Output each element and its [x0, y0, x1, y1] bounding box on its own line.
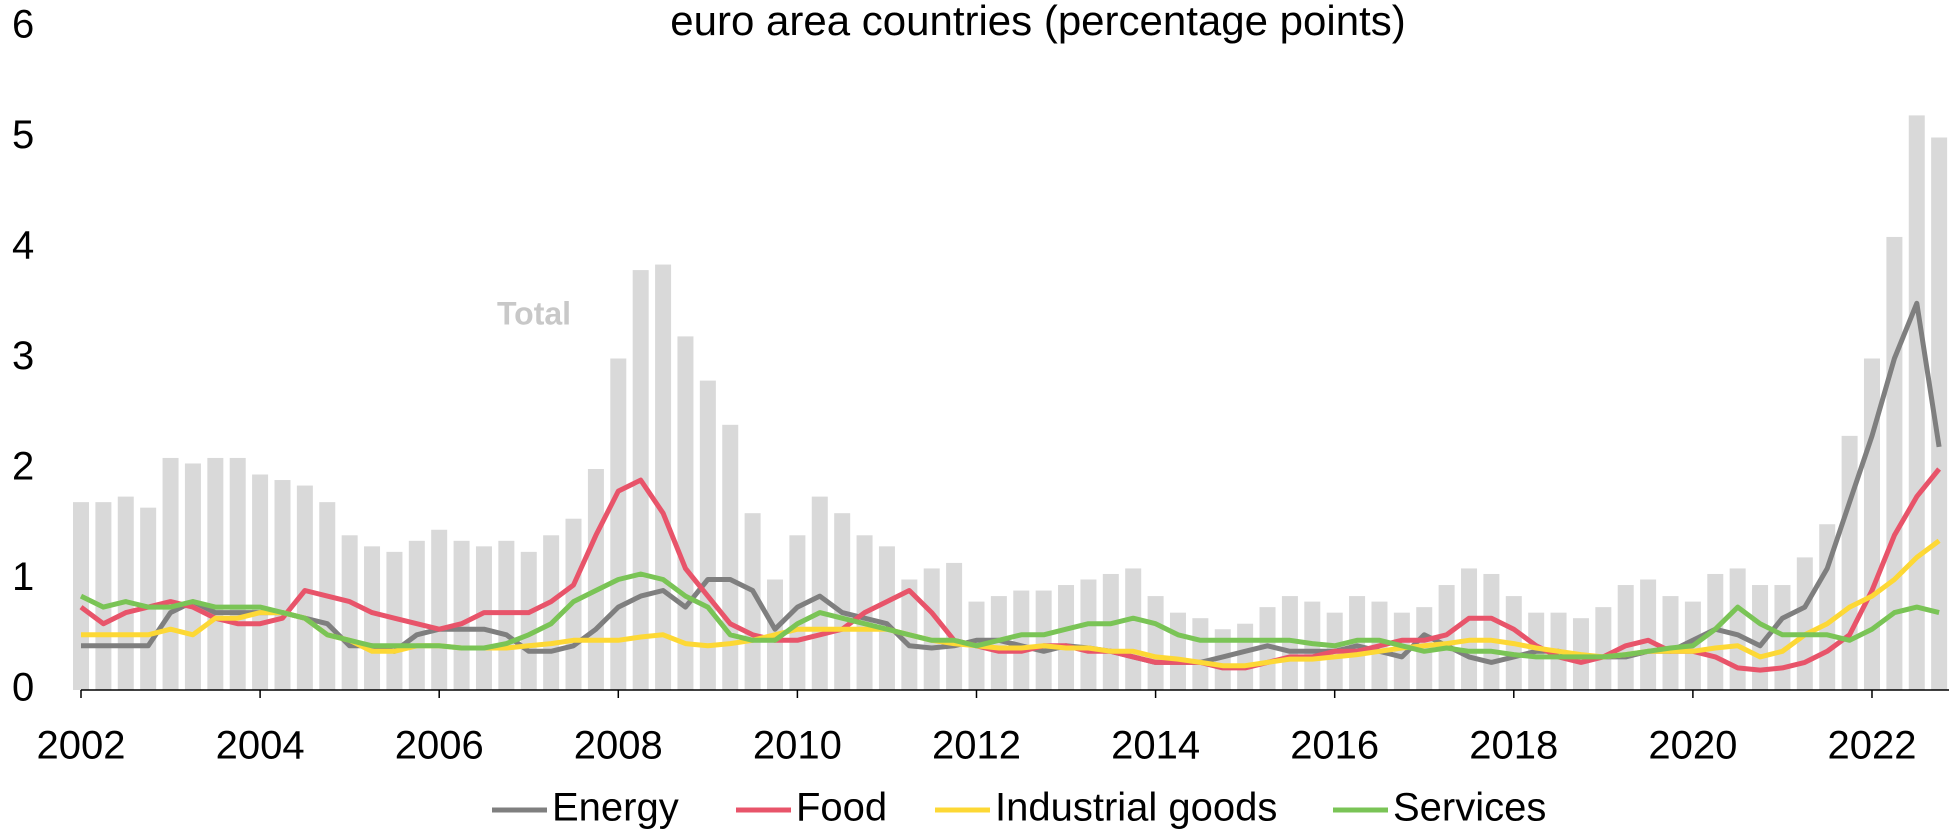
bar: [1774, 585, 1791, 690]
bar: [946, 562, 963, 690]
y-tick-label: 6: [12, 3, 34, 47]
bar: [498, 540, 515, 690]
bar: [1752, 585, 1769, 690]
bar: [252, 474, 269, 690]
bar: [655, 264, 672, 690]
bar: [1438, 585, 1455, 690]
bar: [1908, 115, 1925, 690]
bar: [1147, 596, 1164, 690]
x-tick-label: 2014: [1111, 724, 1200, 768]
series-label: Total: [497, 295, 571, 331]
bar: [475, 546, 492, 690]
legend-label: Industrial goods: [995, 786, 1277, 830]
x-tick-label: 2020: [1648, 724, 1737, 768]
bar: [1886, 236, 1903, 690]
bar: [722, 424, 739, 690]
bar: [274, 480, 291, 690]
x-tick-label: 2006: [395, 724, 484, 768]
bar: [1349, 596, 1366, 690]
y-tick-label: 3: [12, 334, 34, 378]
bar: [1662, 596, 1679, 690]
bar: [431, 529, 448, 690]
bar: [408, 540, 425, 690]
bar: [990, 596, 1007, 690]
line: [79, 571, 1940, 660]
bar: [341, 535, 358, 690]
bar: [229, 457, 246, 690]
bar: [1393, 612, 1410, 690]
bar: [1102, 573, 1119, 690]
bar: [117, 496, 134, 690]
bar: [1416, 607, 1433, 690]
bar: [1841, 435, 1858, 690]
bar: [95, 502, 112, 690]
bar: [1729, 568, 1746, 690]
bar: [386, 551, 403, 690]
bar: [587, 469, 604, 690]
bar: [1931, 137, 1948, 690]
x-tick-label: 2016: [1290, 724, 1379, 768]
bar: [1640, 579, 1657, 690]
bar: [1035, 590, 1052, 690]
bar: [1595, 607, 1612, 690]
bar: [1281, 596, 1298, 690]
x-tick-label: 2008: [574, 724, 663, 768]
legend-label: Energy: [552, 786, 679, 830]
x-tick-label: 2010: [753, 724, 842, 768]
bar: [453, 540, 470, 690]
bar: [364, 546, 381, 690]
bar: [1125, 568, 1142, 690]
bar: [1796, 557, 1813, 690]
x-tick-label: 2002: [37, 724, 126, 768]
x-tick-label: 2004: [216, 724, 305, 768]
bar: [162, 457, 179, 690]
bar: [73, 502, 89, 690]
legend-label: Food: [796, 786, 887, 830]
bar: [1080, 579, 1097, 690]
bar: [140, 507, 157, 690]
bar: [1013, 590, 1030, 690]
bar: [811, 496, 828, 690]
bar: [923, 568, 940, 690]
x-tick-label: 2012: [932, 724, 1021, 768]
bar: [789, 535, 806, 690]
bar: [1617, 585, 1634, 690]
bar: [834, 513, 851, 690]
y-tick-label: 4: [12, 224, 34, 268]
bar: [207, 457, 224, 690]
chart-title: euro area countries (percentage points): [670, 0, 1405, 44]
bar: [1214, 629, 1231, 690]
bar: [1192, 618, 1209, 690]
bar: [184, 463, 201, 690]
bar: [744, 513, 761, 690]
bar: [1461, 568, 1478, 690]
bar: [520, 551, 537, 690]
y-tick-label: 2: [12, 445, 34, 489]
line: [79, 467, 1942, 673]
y-tick-label: 0: [12, 666, 34, 710]
bar: [296, 485, 313, 690]
bar: [1169, 612, 1186, 690]
bar: [878, 546, 895, 690]
x-tick-label: 2018: [1469, 724, 1558, 768]
bar: [677, 336, 694, 690]
legend-label: Services: [1393, 786, 1546, 830]
bar: [1058, 585, 1075, 690]
bar: [543, 535, 560, 690]
x-tick-label: 2022: [1827, 724, 1916, 768]
y-tick-label: 1: [12, 555, 34, 599]
bar: [1259, 607, 1276, 690]
y-tick-label: 5: [12, 113, 34, 157]
bar: [1237, 623, 1254, 690]
bar: [1483, 573, 1500, 690]
